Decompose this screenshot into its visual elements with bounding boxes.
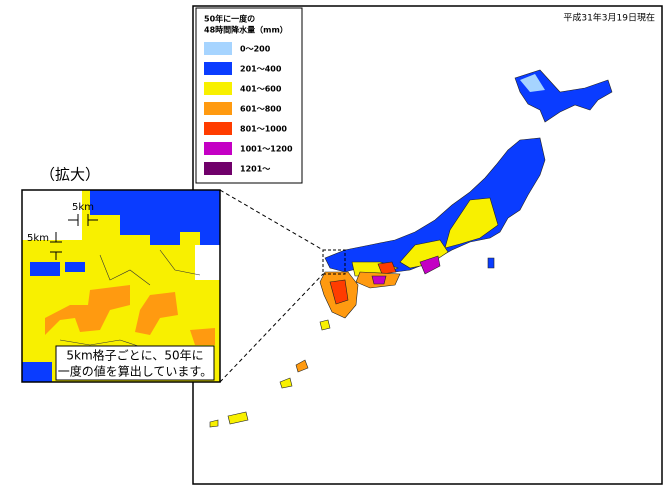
legend-swatch bbox=[204, 102, 232, 115]
inset-caption: 5km格子ごとに、50年に bbox=[66, 348, 203, 363]
legend-title: 48時間降水量（mm） bbox=[204, 25, 288, 35]
legend-label: 401～600 bbox=[240, 85, 282, 94]
inset-caption: 一度の値を算出しています。 bbox=[58, 364, 212, 379]
legend-label: 1001～1200 bbox=[240, 145, 293, 154]
legend-label: 801～1000 bbox=[240, 125, 287, 134]
zoom-line bbox=[219, 273, 324, 383]
legend-swatch bbox=[204, 82, 232, 95]
legend-label: 201～400 bbox=[240, 65, 282, 74]
legend-swatch bbox=[204, 142, 232, 155]
inset-map bbox=[21, 189, 221, 383]
legend-label: 0～200 bbox=[240, 45, 271, 54]
legend-swatch bbox=[204, 62, 232, 75]
legend-label: 601～800 bbox=[240, 105, 282, 114]
legend-label: 1201～ bbox=[240, 165, 270, 174]
legend-items: 0～200 201～400 401～600 601～800 801～1000 1001～1… bbox=[204, 42, 293, 175]
date-label: 平成31年3月19日現在 bbox=[563, 12, 655, 24]
scale-label: 5km bbox=[27, 233, 49, 244]
zoom-line bbox=[219, 189, 324, 251]
legend-swatch bbox=[204, 162, 232, 175]
japan-map bbox=[209, 69, 613, 428]
inset-title: （拡大） bbox=[40, 166, 100, 184]
legend-swatch bbox=[204, 42, 232, 55]
legend-title: 50年に一度の bbox=[204, 14, 255, 24]
zoom-area bbox=[322, 249, 346, 275]
scale-label: 5km bbox=[72, 202, 94, 213]
legend-swatch bbox=[204, 122, 232, 135]
